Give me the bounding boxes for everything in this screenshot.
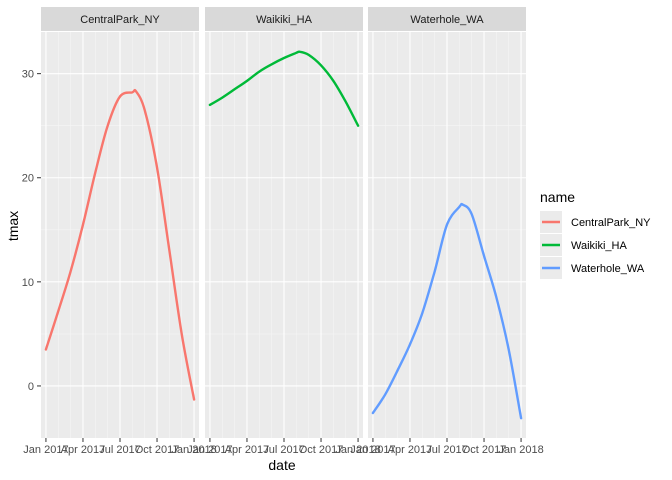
x-tick-label: Jan 2017 [187, 444, 232, 456]
legend-label: Waikiki_HA [571, 240, 627, 252]
series-line-waterhole-wa [371, 202, 523, 420]
facet-strip [368, 7, 526, 31]
x-tick-label: Jan 2017 [23, 444, 68, 456]
x-axis-title: date [268, 457, 295, 473]
x-tick-label: Oct 2017 [299, 444, 344, 456]
x-tick-label: Jan 2017 [350, 444, 395, 456]
facet-panels: CentralPark_NY Waikiki_HA Waterhole_WA [41, 7, 526, 438]
series-line-centralpark-ny [44, 88, 196, 401]
facet-panel-waterhole-wa: Waterhole_WA [368, 7, 526, 438]
y-tick-label: 30 [22, 69, 34, 81]
y-tick-label: 10 [22, 277, 34, 289]
facet-strip [41, 7, 199, 31]
y-tick-label: 0 [28, 381, 34, 393]
facet-strip-label: CentralPark_NY [80, 14, 160, 26]
facet-panel-waikiki-ha: Waikiki_HA [205, 7, 363, 438]
x-tick-label: Oct 2017 [135, 444, 180, 456]
y-tick-label: 20 [22, 173, 34, 185]
legend-item-centralpark-ny: CentralPark_NY [540, 211, 651, 233]
x-tick-label: Jan 2018 [171, 444, 216, 456]
x-tick-label: Apr 2017 [225, 444, 270, 456]
series-line-waikiki-ha [208, 50, 360, 127]
x-tick-label: Apr 2017 [61, 444, 106, 456]
legend-label: Waterhole_WA [571, 263, 645, 275]
facet-strip [205, 7, 363, 31]
x-tick-label: Jan 2018 [335, 444, 380, 456]
facet-strip-label: Waterhole_WA [410, 14, 484, 26]
x-tick-label: Jul 2017 [426, 444, 468, 456]
y-axis-title: tmax [5, 211, 21, 241]
legend-item-waterhole-wa: Waterhole_WA [540, 257, 645, 279]
x-tick-label: Apr 2017 [388, 444, 433, 456]
legend-title: name [540, 189, 575, 205]
x-tick-label: Oct 2017 [462, 444, 507, 456]
y-axis: 0 10 20 30 [22, 69, 41, 393]
facet-panel-centralpark-ny: CentralPark_NY [41, 7, 199, 438]
legend: name CentralPark_NY Waikiki_HA Waterhole_W… [540, 189, 651, 279]
legend-item-waikiki-ha: Waikiki_HA [540, 234, 627, 256]
legend-label: CentralPark_NY [571, 217, 651, 229]
x-tick-label: Jul 2017 [99, 444, 141, 456]
x-tick-label: Jan 2018 [498, 444, 543, 456]
x-tick-label: Jul 2017 [263, 444, 305, 456]
facet-strip-label: Waikiki_HA [256, 14, 312, 26]
